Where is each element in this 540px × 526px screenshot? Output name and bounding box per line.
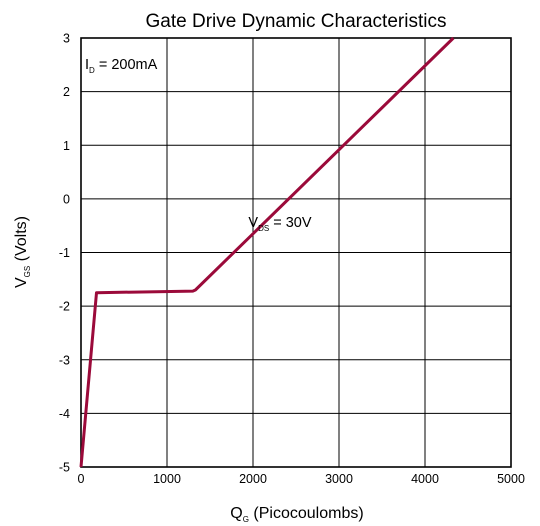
annotation-vds: VDS = 30V xyxy=(248,215,311,233)
y-tick-label: 0 xyxy=(63,192,70,206)
x-tick-label: 3000 xyxy=(325,472,353,486)
x-axis-label: QG (Picocoulombs) xyxy=(230,505,363,524)
y-tick-label: 3 xyxy=(63,32,70,46)
x-tick-label: 5000 xyxy=(497,472,525,486)
y-tick-label: -3 xyxy=(59,353,70,367)
y-tick-label: -4 xyxy=(59,407,70,421)
y-tick-label: 2 xyxy=(63,85,70,99)
plot-frame xyxy=(80,37,512,468)
grid xyxy=(81,38,511,467)
chart-title: Gate Drive Dynamic Characteristics xyxy=(146,11,447,32)
annotation-id: ID = 200mA xyxy=(85,57,158,75)
annotations: ID = 200mA VDS = 30V xyxy=(85,57,312,233)
y-tick-label: -1 xyxy=(59,246,70,260)
y-tick-label: -5 xyxy=(59,461,70,475)
tick-labels: 0 1000 2000 3000 4000 5000 -5 -4 -3 -2 -1 0 1 2 3 xyxy=(59,32,525,487)
x-tick-label: 4000 xyxy=(411,472,439,486)
x-tick-label: 1000 xyxy=(153,472,181,486)
series-line xyxy=(79,36,455,468)
y-tick-label: 1 xyxy=(63,139,70,153)
series-line-group xyxy=(79,36,455,468)
y-axis-label: VGS (Volts) xyxy=(13,216,32,288)
x-tick-label: 2000 xyxy=(239,472,267,486)
y-tick-label: -2 xyxy=(59,300,70,314)
x-tick-label: 0 xyxy=(78,472,85,486)
